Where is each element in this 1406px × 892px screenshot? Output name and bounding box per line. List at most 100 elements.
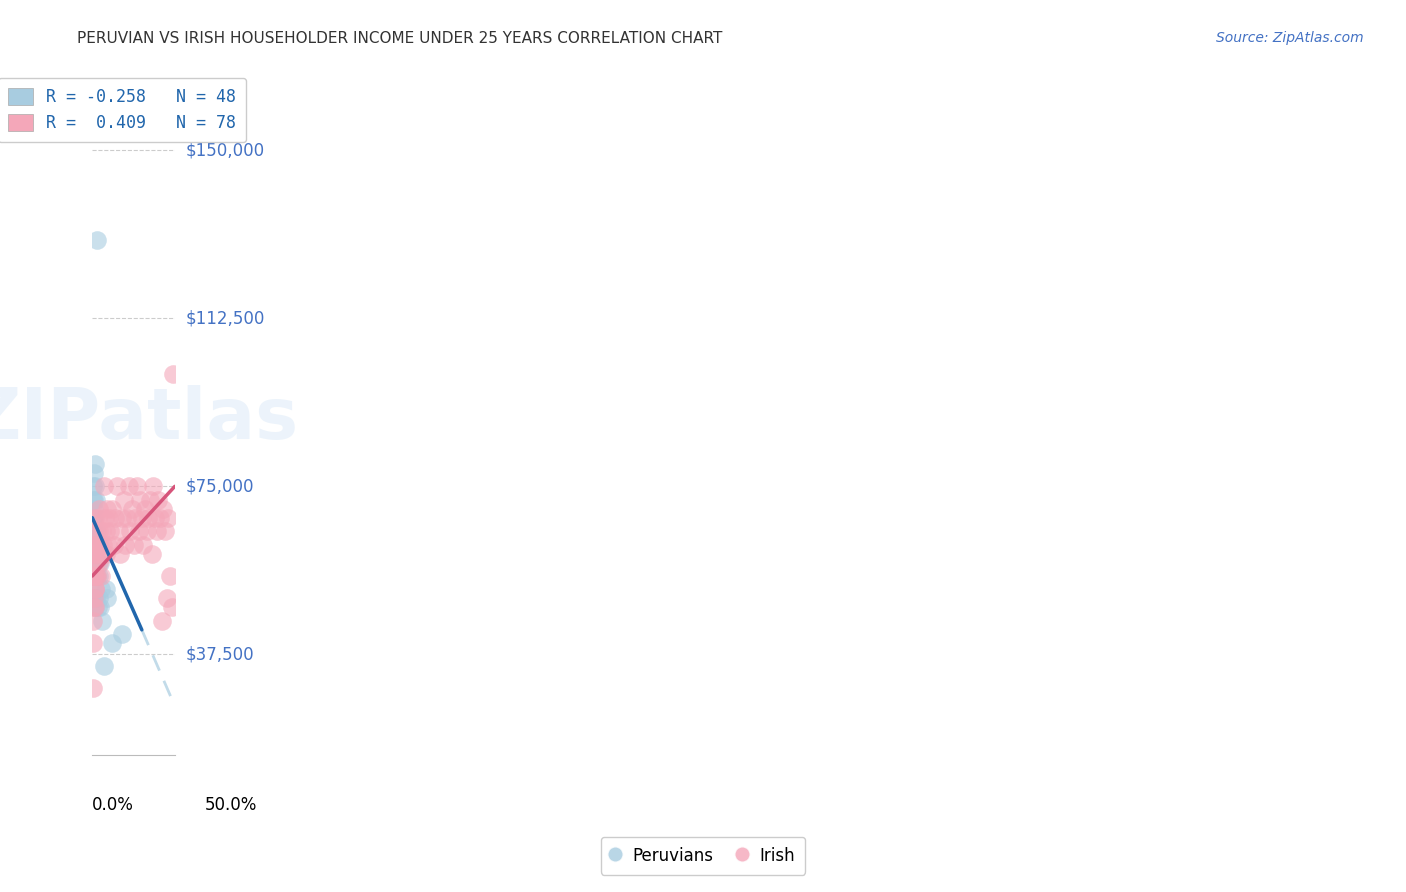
Point: [87, 524, 110, 538]
Point: [84, 556, 107, 570]
Point: [83, 600, 105, 615]
Point: [87, 538, 110, 552]
Point: [83, 582, 105, 597]
Point: [159, 569, 181, 583]
Point: [148, 492, 170, 507]
Point: [91, 524, 114, 538]
Point: [86, 569, 108, 583]
Point: [83, 538, 105, 552]
Point: [83, 547, 105, 561]
Point: [89, 501, 111, 516]
Point: [157, 510, 180, 524]
Point: [84, 510, 107, 524]
Point: [115, 510, 138, 524]
Point: [112, 492, 135, 507]
Point: [82, 556, 104, 570]
Point: [83, 569, 105, 583]
Point: [89, 600, 111, 615]
Point: [96, 501, 118, 516]
Point: [97, 510, 120, 524]
Point: [84, 556, 107, 570]
Point: [138, 510, 160, 524]
Point: [84, 492, 107, 507]
Point: [117, 479, 139, 493]
Point: [89, 591, 111, 606]
Point: [132, 538, 155, 552]
Point: [82, 569, 104, 583]
Legend: Peruvians, Irish: Peruvians, Irish: [600, 837, 806, 875]
Point: [83, 524, 105, 538]
Point: [96, 591, 118, 606]
Point: [83, 600, 105, 615]
Point: [84, 569, 107, 583]
Point: [83, 510, 105, 524]
Point: [93, 510, 115, 524]
Point: [111, 627, 134, 641]
Point: [155, 591, 177, 606]
Point: [103, 538, 125, 552]
Point: [105, 479, 128, 493]
Point: [83, 591, 105, 606]
Point: [83, 591, 105, 606]
Point: [83, 492, 105, 507]
Point: [86, 569, 108, 583]
Point: [122, 538, 145, 552]
Point: [93, 658, 115, 673]
Point: [111, 510, 134, 524]
Point: [152, 501, 174, 516]
Point: [86, 538, 108, 552]
Text: PERUVIAN VS IRISH HOUSEHOLDER INCOME UNDER 25 YEARS CORRELATION CHART: PERUVIAN VS IRISH HOUSEHOLDER INCOME UND…: [77, 31, 723, 46]
Text: Source: ZipAtlas.com: Source: ZipAtlas.com: [1216, 31, 1364, 45]
Point: [143, 510, 166, 524]
Point: [142, 479, 165, 493]
Point: [124, 510, 146, 524]
Text: $37,500: $37,500: [186, 646, 254, 664]
Point: [100, 524, 122, 538]
Point: [150, 614, 173, 628]
Point: [83, 538, 105, 552]
Point: [120, 524, 142, 538]
Point: [84, 569, 107, 583]
Point: [82, 479, 104, 493]
Point: [87, 556, 110, 570]
Point: [86, 510, 108, 524]
Text: 50.0%: 50.0%: [205, 796, 257, 814]
Point: [131, 510, 153, 524]
Point: [89, 556, 111, 570]
Point: [82, 569, 104, 583]
Point: [153, 524, 176, 538]
Point: [94, 582, 117, 597]
Point: [125, 479, 148, 493]
Point: [83, 600, 105, 615]
Point: [94, 547, 117, 561]
Point: [82, 492, 104, 507]
Point: [83, 501, 105, 516]
Point: [104, 510, 127, 524]
Point: [149, 510, 172, 524]
Point: [101, 501, 124, 516]
Point: [107, 524, 129, 538]
Point: [84, 457, 107, 471]
Point: [84, 591, 107, 606]
Point: [90, 569, 112, 583]
Point: [114, 538, 136, 552]
Legend: R = -0.258   N = 48, R =  0.409   N = 78: R = -0.258 N = 48, R = 0.409 N = 78: [0, 78, 246, 143]
Point: [86, 547, 108, 561]
Text: $75,000: $75,000: [186, 477, 254, 495]
Point: [87, 600, 110, 615]
Point: [84, 569, 107, 583]
Point: [83, 547, 105, 561]
Point: [82, 547, 104, 561]
Point: [97, 538, 120, 552]
Text: ZIPatlas: ZIPatlas: [0, 384, 298, 454]
Point: [84, 582, 107, 597]
Point: [141, 547, 163, 561]
Point: [84, 524, 107, 538]
Point: [83, 479, 105, 493]
Point: [82, 591, 104, 606]
Point: [87, 569, 110, 583]
Point: [101, 636, 124, 650]
Point: [134, 501, 156, 516]
Point: [91, 538, 114, 552]
Point: [82, 510, 104, 524]
